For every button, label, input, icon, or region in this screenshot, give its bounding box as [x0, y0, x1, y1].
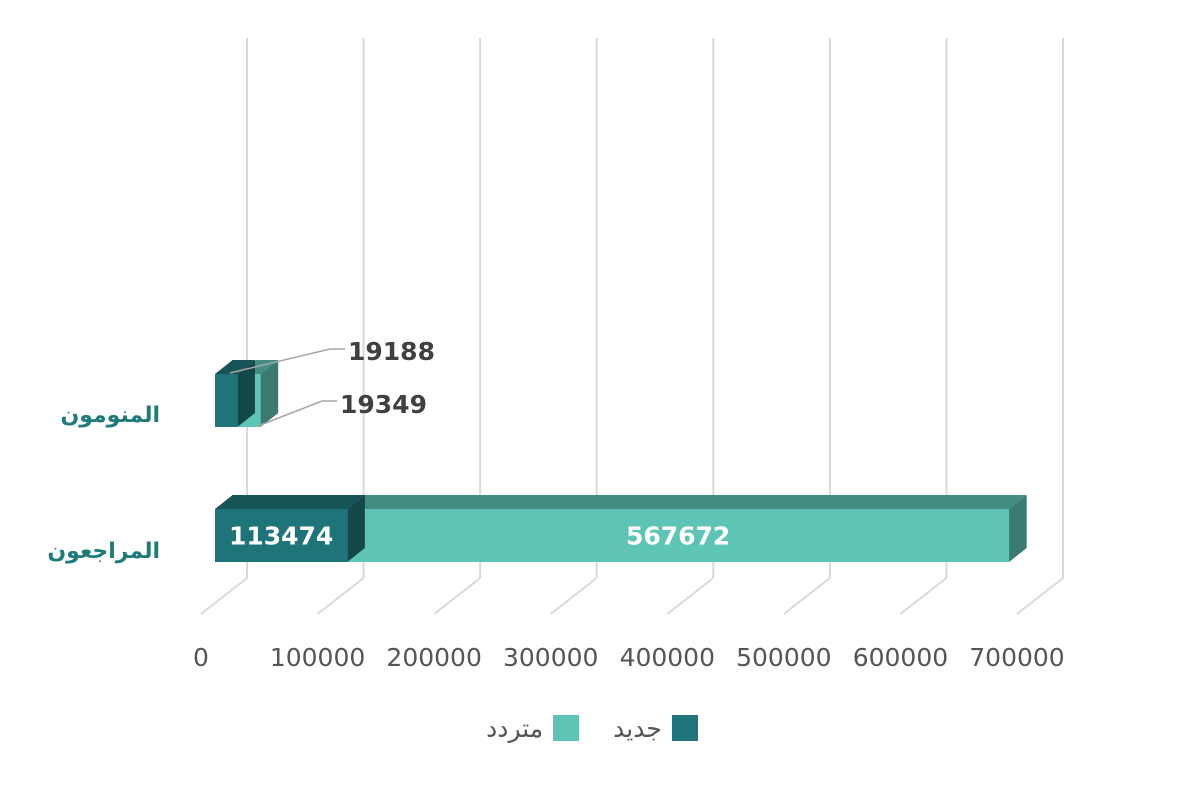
- legend-label-recurring: متردد: [486, 713, 544, 743]
- floor-gridline: [316, 577, 365, 615]
- x-tick-label: 300000: [503, 643, 598, 672]
- bar-new-inpatients-side: [237, 360, 255, 427]
- bar-recurring-visitors-front: [347, 509, 1010, 562]
- legend: جديد متردد: [0, 708, 1184, 748]
- floor-gridline: [1016, 577, 1064, 615]
- bar-new-inpatients-top: [215, 360, 255, 374]
- bar-recurring-visitors-side: [1009, 495, 1027, 562]
- leader-line-new-inpatients: [229, 348, 345, 374]
- legend-item-recurring: متردد: [486, 713, 580, 743]
- x-tick-label: 0: [193, 643, 209, 672]
- legend-swatch-recurring: [553, 715, 580, 741]
- bar-new-visitors-front: [215, 509, 348, 562]
- labels: 0 100000 200000 300000 400000 500000 600000 700…: [47, 337, 1064, 672]
- legend-label-new: جديد: [613, 713, 662, 743]
- bar-new-inpatients-front: [215, 374, 238, 427]
- bars: [215, 360, 1027, 562]
- x-tick-label: 100000: [270, 643, 365, 672]
- data-label-new-visitors: 113474: [229, 522, 333, 551]
- x-tick-label: 400000: [620, 643, 715, 672]
- data-label-new-inpatients: 19188: [348, 337, 435, 366]
- gridlines: [200, 38, 1064, 615]
- x-tick-label: 700000: [969, 643, 1064, 672]
- category-label-visitors: المراجعون: [47, 539, 160, 564]
- x-tick-label: 600000: [853, 643, 948, 672]
- x-tick-label: 200000: [386, 643, 481, 672]
- category-label-inpatients: المنومون: [60, 403, 160, 428]
- floor-gridline: [433, 577, 481, 615]
- data-label-recurring-visitors: 567672: [626, 522, 730, 551]
- floor-gridline: [550, 577, 598, 615]
- bar-new-visitors-side: [347, 495, 365, 562]
- leader-line-recurring-inpatients: [257, 400, 337, 427]
- x-tick-label: 500000: [736, 643, 831, 672]
- floor-gridline: [899, 577, 948, 615]
- bar-recurring-visitors: [347, 495, 1027, 562]
- bar-new-visitors-top: [215, 495, 365, 509]
- floor-gridline: [783, 577, 831, 615]
- floor-gridline: [666, 577, 714, 615]
- data-label-recurring-inpatients: 19349: [340, 390, 427, 419]
- bar-new-inpatients: [215, 360, 255, 427]
- legend-swatch-new: [671, 715, 698, 741]
- bar-recurring-visitors-top: [347, 495, 1027, 509]
- bar-new-visitors: [215, 495, 365, 562]
- bar-recurring-inpatients-side: [260, 360, 279, 427]
- legend-item-new: جديد: [613, 714, 698, 743]
- floor-gridline: [200, 577, 248, 615]
